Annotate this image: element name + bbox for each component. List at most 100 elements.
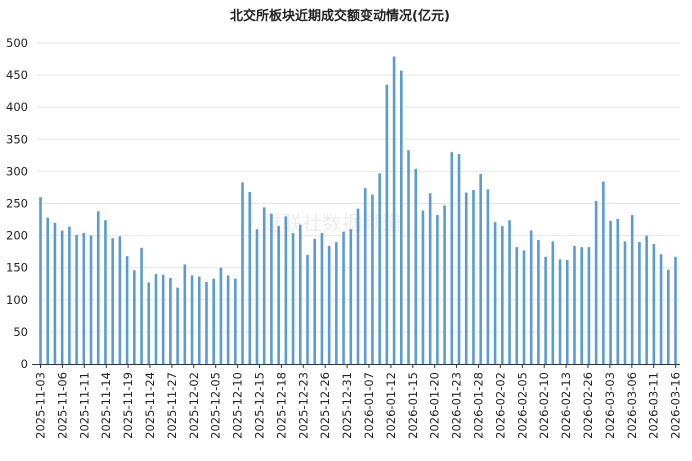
bar bbox=[501, 225, 504, 364]
bar bbox=[140, 247, 143, 364]
bar bbox=[104, 220, 107, 364]
x-tick-label: 2026-01-12 bbox=[384, 372, 398, 439]
bar bbox=[46, 217, 50, 364]
bar bbox=[407, 150, 410, 364]
bar bbox=[392, 56, 396, 365]
bar bbox=[371, 194, 374, 364]
bar bbox=[169, 277, 172, 364]
y-tick-label: 300 bbox=[6, 164, 28, 178]
bar bbox=[363, 188, 367, 364]
x-tick-label: 2026-02-26 bbox=[581, 372, 595, 439]
bar bbox=[219, 267, 223, 364]
x-tick-label: 2026-02-05 bbox=[515, 372, 529, 439]
bar bbox=[96, 211, 100, 364]
bar bbox=[82, 233, 86, 364]
x-tick-label: 2025-11-14 bbox=[99, 372, 113, 439]
bar bbox=[385, 84, 389, 364]
x-tick-label: 2025-11-11 bbox=[77, 372, 91, 439]
x-tick-label: 2026-02-10 bbox=[537, 372, 551, 439]
bar bbox=[638, 242, 641, 364]
bar bbox=[234, 278, 237, 364]
x-tick-label: 2025-12-10 bbox=[231, 372, 245, 439]
bar bbox=[190, 275, 194, 364]
bar bbox=[277, 225, 280, 364]
bar bbox=[602, 181, 605, 364]
x-tick-label: 2026-03-03 bbox=[603, 372, 617, 439]
bar bbox=[493, 222, 497, 364]
y-axis: 0 50 100 150 200 250 300 350 400 450 500 bbox=[6, 36, 28, 371]
bar bbox=[125, 256, 129, 364]
x-tick-label: 2026-03-16 bbox=[669, 372, 683, 439]
bar bbox=[414, 168, 418, 364]
x-tick-label: 2025-12-05 bbox=[209, 372, 223, 439]
bar bbox=[659, 254, 663, 364]
bar bbox=[68, 226, 71, 364]
y-tick-label: 500 bbox=[6, 36, 28, 50]
bar bbox=[609, 220, 612, 364]
x-tick-label: 2026-01-23 bbox=[450, 372, 464, 439]
bar bbox=[428, 193, 432, 364]
bar bbox=[630, 215, 634, 364]
bar bbox=[284, 216, 288, 364]
bar bbox=[255, 229, 259, 364]
bar bbox=[342, 231, 345, 364]
bar bbox=[349, 229, 353, 364]
gridlines bbox=[37, 42, 680, 333]
bar bbox=[623, 241, 627, 364]
y-tick-label: 50 bbox=[13, 325, 28, 339]
bar bbox=[89, 235, 93, 364]
bar bbox=[154, 274, 158, 364]
bar bbox=[399, 70, 403, 364]
x-tick-label: 2026-01-07 bbox=[362, 372, 376, 439]
x-tick-label: 2026-01-15 bbox=[406, 372, 420, 439]
x-axis: 2025-11-03 2025-11-06 2025-11-11 2025-11-14… bbox=[32, 364, 683, 439]
x-tick-label: 2025-12-18 bbox=[274, 372, 288, 439]
x-tick-label: 2026-03-06 bbox=[625, 372, 639, 439]
bar bbox=[443, 205, 446, 364]
x-tick-label: 2025-12-31 bbox=[340, 372, 354, 439]
bar bbox=[544, 256, 547, 364]
bar bbox=[176, 287, 179, 364]
bar bbox=[226, 275, 230, 364]
bars bbox=[39, 56, 677, 365]
bar bbox=[436, 215, 439, 364]
bar bbox=[306, 254, 309, 364]
x-tick-label: 2025-12-23 bbox=[296, 372, 310, 439]
bar bbox=[537, 240, 540, 364]
y-tick-label: 250 bbox=[6, 197, 28, 211]
bar bbox=[320, 233, 324, 364]
bar bbox=[652, 243, 656, 364]
bar bbox=[241, 182, 244, 364]
bar bbox=[60, 230, 64, 364]
bar bbox=[421, 210, 425, 364]
x-tick-label: 2025-11-03 bbox=[34, 372, 48, 439]
x-tick-label: 2025-11-27 bbox=[165, 372, 179, 439]
bar bbox=[558, 259, 562, 364]
bar bbox=[580, 247, 583, 364]
bar bbox=[313, 238, 317, 364]
bar bbox=[529, 230, 533, 364]
bar bbox=[161, 274, 165, 364]
bar bbox=[573, 245, 576, 364]
bar bbox=[291, 233, 295, 364]
bar bbox=[472, 190, 475, 364]
x-tick-label: 2026-01-20 bbox=[428, 372, 442, 439]
x-tick-label: 2025-12-02 bbox=[187, 372, 201, 439]
bar bbox=[378, 173, 381, 364]
bar bbox=[248, 191, 252, 364]
x-tick-label: 2025-12-26 bbox=[318, 372, 332, 439]
y-tick-label: 400 bbox=[6, 100, 28, 114]
bar bbox=[587, 247, 591, 364]
bar bbox=[327, 245, 331, 364]
bar bbox=[515, 247, 519, 364]
y-tick-label: 100 bbox=[6, 293, 28, 307]
bar bbox=[666, 269, 670, 364]
bar bbox=[39, 197, 42, 364]
bar bbox=[356, 208, 360, 364]
bar bbox=[270, 213, 273, 364]
bar bbox=[645, 235, 648, 364]
bar bbox=[75, 234, 78, 364]
bar bbox=[183, 264, 187, 364]
y-tick-label: 0 bbox=[21, 357, 28, 371]
